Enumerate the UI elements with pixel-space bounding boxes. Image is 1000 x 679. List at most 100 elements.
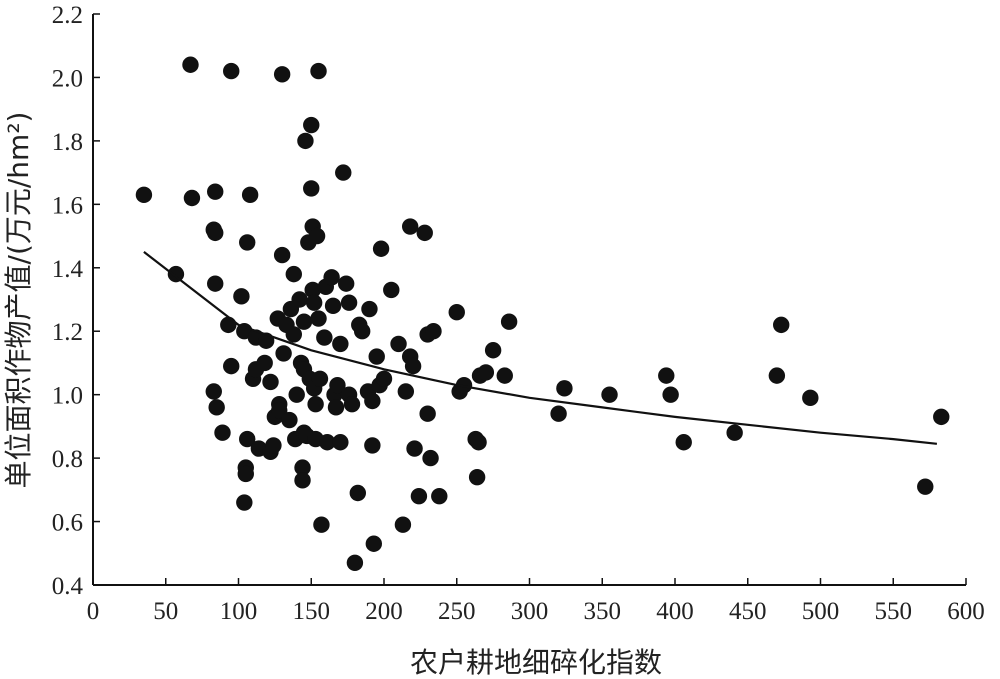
y-tick-label: 1.2: [52, 319, 83, 346]
data-point: [308, 227, 326, 245]
y-tick-label: 2.0: [52, 65, 83, 92]
data-point: [364, 437, 381, 454]
data-point: [214, 424, 231, 441]
data-point: [550, 405, 567, 422]
data-point: [917, 478, 934, 495]
y-tick-label: 0.6: [52, 510, 83, 537]
data-point: [556, 380, 573, 397]
data-point: [394, 516, 412, 533]
data-point: [410, 487, 428, 505]
data-point: [275, 345, 292, 362]
data-point: [256, 354, 273, 372]
x-tick-label: 150: [293, 598, 331, 625]
data-point: [223, 62, 240, 80]
data-point: [310, 310, 327, 327]
data-point: [470, 434, 487, 451]
data-point: [768, 367, 786, 384]
data-point: [304, 281, 321, 299]
data-point: [401, 218, 419, 235]
data-point: [455, 376, 473, 394]
data-point: [662, 386, 679, 403]
data-point: [324, 297, 342, 315]
x-tick-label: 0: [87, 598, 100, 625]
data-point: [262, 373, 279, 391]
data-point: [305, 294, 323, 311]
x-tick-label: 350: [584, 598, 622, 625]
data-point: [207, 275, 224, 292]
data-point: [675, 434, 692, 451]
y-tick-label: 0.8: [52, 446, 83, 473]
data-point: [237, 465, 254, 483]
data-point: [397, 383, 415, 400]
data-point: [477, 364, 495, 381]
data-point: [431, 487, 448, 505]
data-point: [294, 459, 311, 476]
data-point: [372, 240, 390, 257]
y-tick-label: 1.4: [52, 256, 84, 283]
y-tick-label: 1.6: [52, 192, 83, 219]
data-point: [265, 437, 282, 454]
data-point: [233, 288, 250, 305]
data-point: [375, 370, 393, 388]
data-point: [327, 399, 345, 416]
data-point: [335, 164, 352, 181]
x-tick-label: 300: [511, 598, 549, 625]
data-point: [295, 313, 313, 330]
data-point: [285, 326, 302, 343]
x-tick-label: 200: [365, 598, 403, 625]
data-point: [207, 183, 224, 200]
x-tick-label: 100: [220, 598, 258, 625]
data-point: [383, 281, 400, 299]
data-point: [291, 291, 308, 308]
x-tick-label: 250: [438, 598, 476, 625]
data-point: [353, 323, 371, 340]
data-point: [419, 405, 436, 422]
data-point: [404, 357, 422, 375]
data-point: [329, 376, 346, 394]
data-points: [135, 56, 950, 571]
x-tick-label: 50: [153, 598, 178, 625]
data-point: [167, 265, 185, 283]
data-point: [273, 66, 291, 83]
data-point: [448, 303, 465, 321]
data-point: [297, 132, 314, 150]
data-point: [319, 434, 336, 451]
data-point: [313, 516, 330, 533]
data-point: [288, 386, 305, 403]
data-point: [425, 323, 442, 340]
data-point: [802, 389, 819, 407]
data-point: [346, 554, 364, 571]
data-point: [208, 399, 225, 416]
data-point: [361, 300, 378, 318]
x-tick-label: 450: [729, 598, 767, 625]
data-point: [484, 342, 502, 359]
data-point: [500, 313, 518, 330]
data-point: [135, 186, 153, 204]
data-point: [406, 440, 423, 457]
data-point: [933, 408, 950, 426]
data-point: [223, 357, 240, 375]
data-point: [340, 294, 358, 311]
data-point: [416, 224, 433, 242]
data-point: [239, 430, 256, 448]
data-point: [207, 224, 224, 242]
data-point: [303, 116, 320, 134]
data-point: [241, 186, 259, 204]
data-point: [390, 335, 407, 353]
data-point: [182, 56, 199, 73]
y-tick-label: 1.0: [52, 383, 83, 410]
data-point: [349, 484, 367, 502]
x-tick-label: 550: [875, 598, 913, 625]
data-point: [773, 316, 790, 334]
data-point: [239, 234, 256, 251]
data-point: [205, 383, 222, 400]
data-point: [343, 395, 361, 413]
x-tick-label: 500: [802, 598, 840, 625]
data-point: [273, 246, 291, 264]
data-point: [332, 335, 349, 353]
data-point: [303, 180, 320, 197]
data-point: [658, 367, 675, 384]
data-point: [468, 468, 486, 486]
data-point: [365, 535, 383, 552]
